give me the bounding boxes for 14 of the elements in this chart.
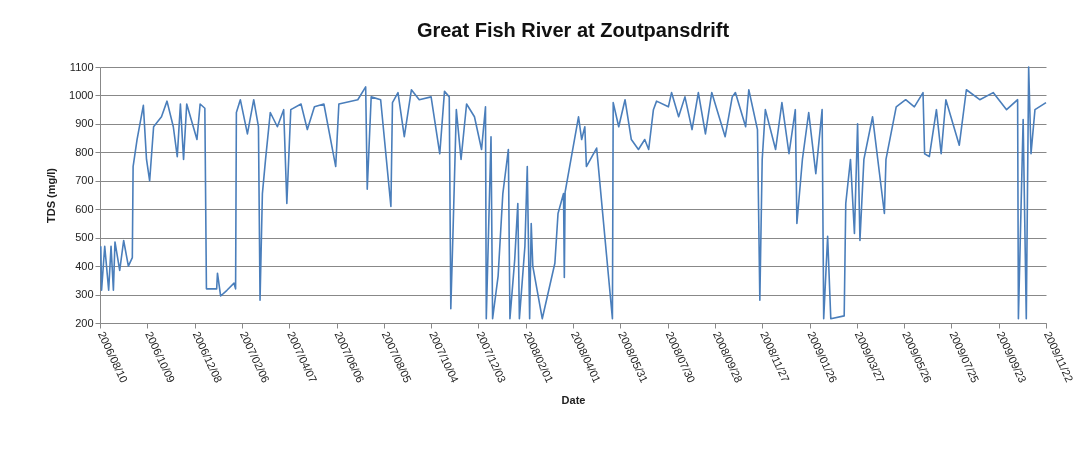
y-tick-label: 200	[75, 316, 94, 329]
chart-title: Great Fish River at Zoutpansdrift	[416, 19, 730, 41]
y-axis-title: TDS (mg/l)	[45, 167, 58, 223]
y-tick-label: 500	[75, 231, 94, 244]
y-tick-label: 900	[75, 117, 94, 130]
y-tick-label: 700	[75, 174, 94, 187]
y-tick-label: 600	[75, 202, 94, 215]
y-tick-label: 1000	[69, 88, 94, 101]
y-tick-label: 300	[75, 288, 94, 301]
y-tick-label: 800	[75, 145, 94, 158]
x-axis-title: Date	[561, 393, 586, 406]
line-series	[99, 66, 1047, 320]
y-tick-label: 1100	[69, 60, 94, 73]
y-tick-label: 400	[75, 259, 94, 272]
